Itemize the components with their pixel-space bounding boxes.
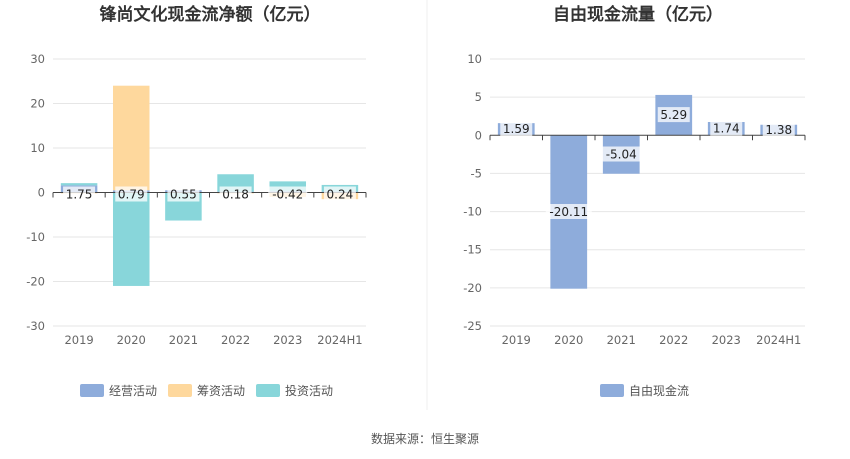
x-tick-label: 2021 [169,333,198,347]
legend-label: 经营活动 [109,384,157,398]
data-label-bg [710,120,743,136]
x-tick-label: 2019 [64,333,93,347]
data-label-bg [657,107,690,123]
y-tick-label: -15 [463,243,482,257]
bar [269,181,307,192]
data-label-bg [500,121,533,137]
data-label: 1.74 [713,122,740,136]
legend-label: 自由现金流 [629,383,689,398]
y-tick-label: 0 [38,186,45,200]
data-label: -0.42 [272,188,303,202]
x-tick-label: 2020 [117,333,146,347]
y-tick-label: -5 [471,166,482,180]
data-label: -20.11 [549,205,588,219]
y-tick-label: -30 [26,319,45,333]
legend-label: 投资活动 [285,383,333,398]
x-tick-label: 2022 [221,333,250,347]
data-label-bg [545,203,592,219]
bar [60,183,98,186]
x-tick-label: 2024H1 [317,333,362,347]
legend-label: 筹资活动 [197,384,245,398]
data-label: -5.04 [606,148,637,162]
data-label: 0.24 [327,188,354,202]
data-label: 0.55 [170,188,197,202]
bar [112,192,150,286]
bar [112,85,150,191]
legend-swatch [600,384,624,397]
y-tick-label: 30 [30,52,45,66]
chart-title: 自由现金流量（亿元） [553,4,723,25]
data-label-bg [63,186,96,202]
x-tick-label: 2021 [607,333,636,347]
data-label-bg [115,186,148,202]
data-label-bg [167,186,200,202]
data-label-bg [219,186,252,202]
x-tick-label: 2023 [712,333,741,347]
x-tick-label: 2022 [659,333,688,347]
data-label: 1.75 [66,188,93,202]
x-tick-label: 2024H1 [756,333,801,347]
data-label: 5.29 [660,108,687,122]
data-label-bg [601,146,641,162]
data-label-bg [762,122,795,138]
y-tick-label: -25 [463,319,482,333]
y-tick-label: -20 [26,275,45,289]
y-tick-label: 5 [475,90,482,104]
y-tick-label: 10 [467,52,482,66]
chart-title: 锋尚文化现金流净额（亿元） [100,4,321,25]
cashflow-net-chart: 锋尚文化现金流净额（亿元） 30 20 10 0 -10 -20 -30 2019 2020 202… [26,4,367,398]
y-tick-label: 0 [475,128,482,142]
y-tick-label: -10 [26,230,45,244]
free-cashflow-chart: 自由现金流量（亿元） 10 5 0 -5 -10 -15 -20 -25 2019 2020 2021… [463,4,806,398]
data-label-bg [323,186,356,202]
x-tick-label: 2019 [502,333,531,347]
legend-swatch [168,384,192,397]
y-tick-label: 10 [30,141,45,155]
data-label: 1.38 [765,123,792,137]
y-tick-label: 20 [30,97,45,111]
data-label: 0.18 [222,188,249,202]
x-tick-label: 2023 [273,333,302,347]
y-tick-label: -20 [463,281,482,295]
legend-swatch [256,384,280,397]
data-label: 1.59 [503,122,530,136]
x-tick-label: 2020 [554,333,583,347]
source-note: 数据来源：恒生聚源 [371,431,479,446]
y-tick-label: -10 [463,205,482,219]
data-label: 0.79 [118,188,145,202]
legend-swatch [80,384,104,397]
data-label-bg [268,186,308,202]
